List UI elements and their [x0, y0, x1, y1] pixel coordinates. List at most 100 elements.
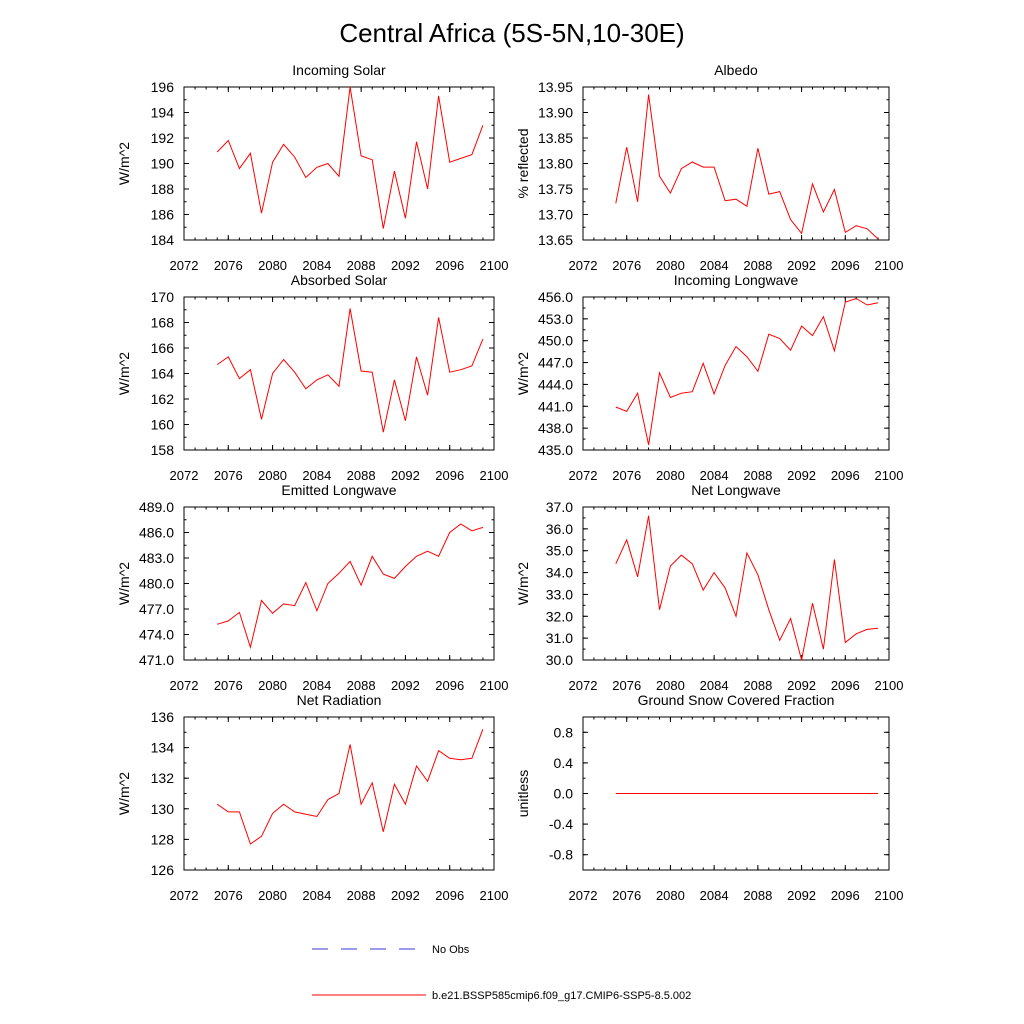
y-tick-label: 483.0 — [139, 550, 174, 566]
y-tick-label: 13.75 — [538, 181, 573, 197]
y-axis-label: W/m^2 — [116, 562, 132, 605]
x-tick-label: 2096 — [435, 468, 464, 483]
x-tick-label: 2092 — [391, 678, 420, 693]
y-tick-label: 486.0 — [139, 525, 174, 541]
chart-panel: 2072 2076 2080 2084 2088 2092 2096 2100 126 128 13… — [116, 692, 508, 903]
x-tick-label: 2096 — [435, 888, 464, 903]
y-tick-label: 130 — [151, 801, 175, 817]
chart-title: Net Longwave — [691, 482, 781, 498]
y-tick-label: 456.0 — [538, 289, 573, 305]
y-tick-label: 166 — [151, 340, 175, 356]
x-tick-label: 2096 — [831, 468, 860, 483]
y-tick-label: 162 — [151, 391, 175, 407]
y-tick-label: 158 — [151, 442, 175, 458]
plot-frame — [582, 86, 890, 241]
x-tick-label: 2080 — [656, 888, 685, 903]
x-tick-label: 2084 — [700, 888, 729, 903]
y-tick-label: 438.0 — [538, 420, 573, 436]
y-axis-label: W/m^2 — [515, 352, 531, 395]
x-tick-label: 2100 — [480, 678, 509, 693]
y-tick-label: 194 — [151, 105, 175, 121]
x-tick-label: 2088 — [347, 888, 376, 903]
y-tick-label: 450.0 — [538, 333, 573, 349]
series-line — [615, 94, 879, 240]
x-tick-label: 2072 — [569, 888, 598, 903]
y-tick-label: 13.90 — [538, 105, 573, 121]
y-tick-label: 13.70 — [538, 207, 573, 223]
x-tick-label: 2084 — [302, 888, 331, 903]
x-tick-label: 2100 — [875, 468, 904, 483]
chart-title: Albedo — [714, 62, 758, 78]
y-tick-label: 37.0 — [546, 499, 573, 515]
y-tick-label: -0.8 — [549, 847, 573, 863]
x-tick-label: 2072 — [569, 678, 598, 693]
x-tick-label: 2080 — [258, 678, 287, 693]
y-tick-label: 13.85 — [538, 130, 573, 146]
legend-obs-label: No Obs — [432, 944, 470, 956]
y-tick-label: 126 — [151, 862, 175, 878]
y-tick-label: 30.0 — [546, 652, 573, 668]
y-tick-label: 34.0 — [546, 565, 573, 581]
x-tick-label: 2084 — [700, 258, 729, 273]
y-tick-label: 164 — [151, 366, 175, 382]
x-tick-label: 2088 — [347, 678, 376, 693]
y-tick-label: 186 — [151, 207, 175, 223]
x-tick-label: 2092 — [787, 678, 816, 693]
figure-title: Central Africa (5S-5N,10-30E) — [339, 18, 684, 48]
y-tick-label: 477.0 — [139, 601, 174, 617]
series-line — [615, 515, 879, 661]
x-tick-label: 2076 — [612, 258, 641, 273]
x-tick-label: 2088 — [743, 678, 772, 693]
y-tick-label: 170 — [151, 289, 175, 305]
x-tick-label: 2100 — [480, 468, 509, 483]
chart-title: Incoming Solar — [292, 62, 386, 78]
y-tick-label: 471.0 — [139, 652, 174, 668]
x-tick-label: 2072 — [170, 468, 199, 483]
y-tick-label: 136 — [151, 709, 175, 725]
x-tick-label: 2092 — [391, 258, 420, 273]
x-tick-label: 2100 — [875, 678, 904, 693]
chart-panels: 2072 2076 2080 2084 2088 2092 2096 2100 184 186 18… — [116, 62, 903, 903]
x-tick-label: 2096 — [831, 888, 860, 903]
x-tick-label: 2084 — [302, 678, 331, 693]
y-tick-label: 31.0 — [546, 630, 573, 646]
y-tick-label: 128 — [151, 831, 175, 847]
y-tick-label: 190 — [151, 156, 175, 172]
x-tick-label: 2092 — [787, 888, 816, 903]
x-tick-label: 2088 — [743, 468, 772, 483]
x-tick-label: 2096 — [831, 258, 860, 273]
x-tick-label: 2084 — [302, 258, 331, 273]
x-tick-label: 2100 — [875, 258, 904, 273]
x-tick-label: 2076 — [612, 888, 641, 903]
y-tick-label: 160 — [151, 417, 175, 433]
x-tick-label: 2092 — [391, 468, 420, 483]
plot-frame — [582, 506, 890, 661]
y-axis-label: unitless — [515, 770, 531, 817]
chart-title: Emitted Longwave — [281, 482, 396, 498]
x-tick-label: 2076 — [214, 678, 243, 693]
plot-frame — [582, 296, 890, 451]
y-tick-label: 168 — [151, 315, 175, 331]
chart-panel: 2072 2076 2080 2084 2088 2092 2096 2100 184 186 18… — [116, 62, 508, 273]
x-tick-label: 2088 — [743, 888, 772, 903]
x-tick-label: 2088 — [347, 468, 376, 483]
y-tick-label: 0.4 — [554, 755, 574, 771]
x-tick-label: 2100 — [480, 258, 509, 273]
plot-frame — [183, 296, 495, 451]
y-tick-label: 192 — [151, 130, 175, 146]
chart-title: Net Radiation — [297, 692, 382, 708]
y-tick-label: 134 — [151, 740, 175, 756]
chart-panel: 2072 2076 2080 2084 2088 2092 2096 2100 471.0 474… — [116, 482, 508, 693]
y-tick-label: 480.0 — [139, 576, 174, 592]
x-tick-label: 2080 — [258, 888, 287, 903]
y-tick-label: 13.95 — [538, 79, 573, 95]
x-tick-label: 2076 — [612, 678, 641, 693]
x-tick-label: 2072 — [170, 678, 199, 693]
chart-title: Absorbed Solar — [291, 272, 388, 288]
y-axis-label: W/m^2 — [116, 772, 132, 815]
plot-frame — [183, 86, 495, 241]
series-line — [216, 308, 484, 433]
x-tick-label: 2072 — [170, 258, 199, 273]
y-tick-label: 453.0 — [538, 311, 573, 327]
y-tick-label: 441.0 — [538, 398, 573, 414]
